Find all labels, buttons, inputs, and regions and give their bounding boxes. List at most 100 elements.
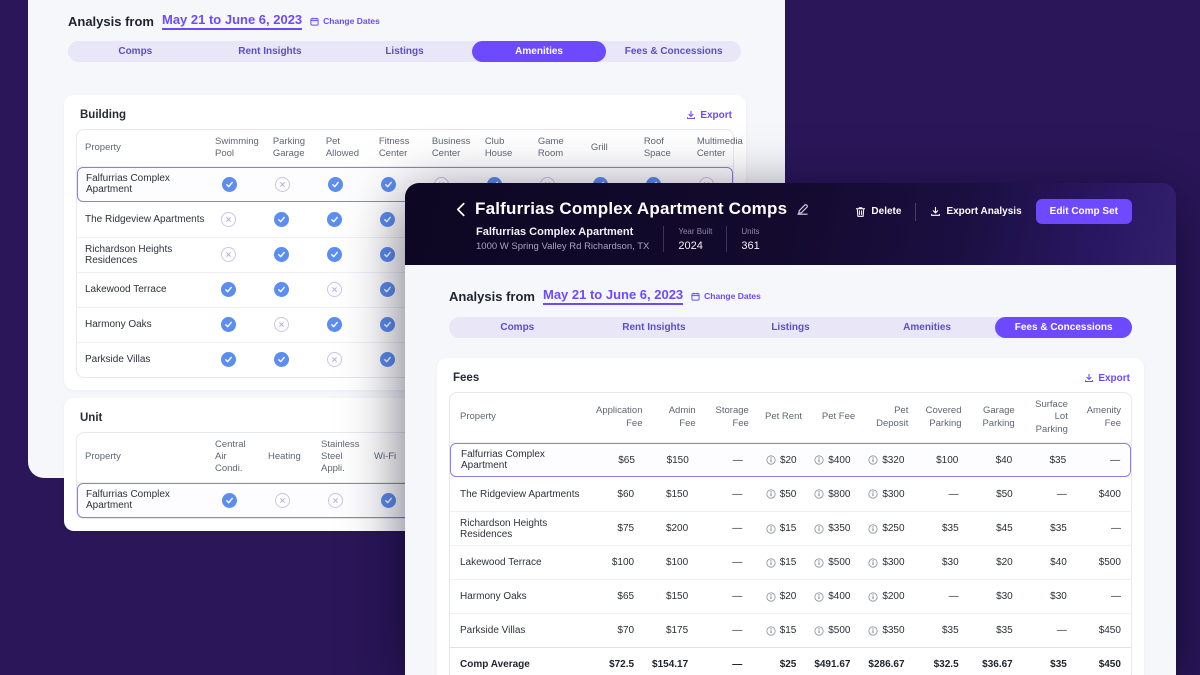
cross-circle-icon	[275, 492, 290, 508]
fee-cell: $400	[1098, 488, 1121, 500]
column-header-grill: Grill	[590, 141, 608, 153]
tab-fees-concessions[interactable]: Fees & Concessions	[995, 317, 1132, 338]
amenity-cell	[260, 352, 313, 368]
delete-label: Delete	[871, 206, 902, 217]
info-icon	[868, 523, 878, 534]
fee-cell: $50	[996, 488, 1013, 500]
column-header-heating: Heating	[268, 451, 301, 463]
check-circle-icon	[328, 176, 343, 192]
building-export-button[interactable]: Export	[686, 110, 732, 121]
change-dates-button[interactable]: Change Dates	[691, 291, 761, 301]
property-cell: Harmony Oaks	[85, 319, 152, 331]
table-row[interactable]: Falfurrias Complex Apartment $65 $150— $20 $…	[450, 443, 1131, 478]
fee-cell: $800	[806, 489, 860, 500]
actions-divider	[915, 202, 917, 221]
amenity-cell	[366, 211, 419, 227]
tab-amenities[interactable]: Amenities	[471, 41, 607, 62]
edit-title-pencil-icon[interactable]	[796, 203, 809, 216]
export-analysis-button[interactable]: Export Analysis	[930, 206, 1022, 217]
tab-rent-insights[interactable]: Rent Insights	[622, 322, 686, 333]
fee-cell: $40	[995, 454, 1013, 466]
info-icon	[766, 489, 776, 499]
fee-cell: $150	[665, 488, 689, 500]
fee-cell: $20	[996, 557, 1013, 569]
fee-cell: $500	[806, 625, 860, 636]
table-row[interactable]: The Ridgeview Apartments	[77, 202, 733, 237]
info-icon	[766, 455, 776, 465]
column-header-admin-fee: Admin Fee	[668, 405, 696, 429]
amenity-cell	[366, 282, 419, 298]
amenity-cell	[208, 492, 261, 508]
calendar-icon	[691, 292, 700, 301]
date-range-link[interactable]: May 21 to June 6, 2023	[542, 287, 684, 305]
column-header-central-air-condi: Central Air Condi.	[215, 438, 246, 475]
column-header-business-center: Business Center	[431, 136, 471, 159]
edit-comp-set-button[interactable]: Edit Comp Set	[1035, 199, 1132, 224]
info-icon	[814, 591, 824, 602]
unit-card-title: Unit	[80, 411, 103, 424]
fee-cell: $30	[941, 557, 959, 569]
fees-export-button[interactable]: Export	[1084, 373, 1130, 384]
table-row[interactable]: The Ridgeview Apartments $60 $150— $50 $800 $…	[450, 477, 1131, 511]
fee-cell: —	[948, 488, 959, 500]
amenity-cell	[207, 282, 260, 298]
cross-circle-icon	[327, 352, 342, 368]
table-row[interactable]: Lakewood Terrace $100 $100— $15 $500 $300 $30 $…	[450, 545, 1131, 579]
column-header-swimming-pool: Swimming Pool	[215, 136, 259, 159]
back-chevron-icon[interactable]	[455, 202, 466, 217]
tab-amenities[interactable]: Amenities	[903, 322, 951, 333]
column-header-parking-garage: Parking Garage	[272, 136, 306, 159]
tab-comps[interactable]: Comps	[118, 46, 153, 57]
delete-button[interactable]: Delete	[855, 206, 901, 218]
analysis-date-line: Analysis from May 21 to June 6, 2023 Cha…	[68, 12, 757, 30]
fee-cell: $70	[617, 625, 635, 637]
amenity-cell	[207, 211, 260, 227]
fee-cell: $25	[779, 659, 797, 671]
amenity-cell	[313, 352, 366, 368]
tab-listings[interactable]: Listings	[771, 322, 810, 333]
fee-cell: $200	[665, 523, 689, 535]
fee-cell: $15	[752, 523, 806, 534]
fee-cell: $30	[1050, 591, 1067, 603]
fee-cell: —	[732, 488, 743, 500]
fee-cell: $45	[996, 523, 1013, 535]
subject-property-name: Falfurrias Complex Apartment	[476, 226, 634, 238]
tab-fees-concessions[interactable]: Fees & Concessions	[624, 46, 723, 57]
fee-cell: $20	[752, 591, 806, 602]
table-row[interactable]: Richardson Heights Residences $75 $200 — $15…	[450, 511, 1131, 545]
tab-comps[interactable]: Comps	[500, 322, 535, 333]
column-header-property: Property	[85, 451, 121, 463]
analysis-date-line: Analysis from May 21 to June 6, 2023 Cha…	[449, 287, 1144, 305]
property-cell: Lakewood Terrace	[85, 284, 167, 296]
fee-cell: $491.67	[814, 659, 851, 671]
amenity-cell	[260, 317, 313, 333]
units-label: Units	[741, 226, 760, 236]
table-header-row: Property Swimming Pool Parking Garage Pet A…	[77, 130, 743, 167]
fee-cell: $350	[806, 523, 860, 534]
amenity-cell	[313, 317, 366, 333]
fee-cell: $300	[860, 489, 914, 500]
info-icon	[814, 455, 824, 465]
tab-listings[interactable]: Listings	[385, 46, 424, 57]
fees-content: Analysis from May 21 to June 6, 2023 Cha…	[405, 265, 1176, 675]
change-dates-button[interactable]: Change Dates	[310, 16, 380, 26]
date-range-link[interactable]: May 21 to June 6, 2023	[161, 12, 303, 30]
comps-detail-header: Falfurrias Complex Apartment Comps Falfu…	[405, 183, 1176, 265]
fee-cell: $35	[1050, 523, 1067, 535]
column-header-roof-space: Roof Space	[643, 136, 671, 159]
column-header-amenity-fee: Amenity Fee	[1086, 405, 1122, 429]
column-header-fitness-center: Fitness Center	[378, 136, 410, 159]
check-circle-icon	[274, 282, 289, 298]
table-row[interactable]: Harmony Oaks $65 $150 — $20 $400 $200 — $30 $30 —	[450, 579, 1131, 613]
download-icon	[930, 206, 941, 217]
column-header-surface-lot-parking: Surface Lot Parking	[1035, 399, 1068, 435]
comp-average-row: Comp Average $72.5 $154.17 — $25 $491.67 $286.…	[450, 647, 1131, 675]
fee-cell: $60	[617, 488, 635, 500]
fee-cell: $286.67	[868, 659, 905, 671]
check-circle-icon	[327, 317, 342, 333]
fee-cell: —	[732, 591, 743, 603]
table-row[interactable]: Parkside Villas $70 $175 — $15 $500 $350 $35 $35…	[450, 613, 1131, 647]
tab-rent-insights[interactable]: Rent Insights	[238, 46, 302, 57]
property-cell: The Ridgeview Apartments	[460, 488, 580, 500]
fee-cell: $450	[1098, 659, 1121, 671]
